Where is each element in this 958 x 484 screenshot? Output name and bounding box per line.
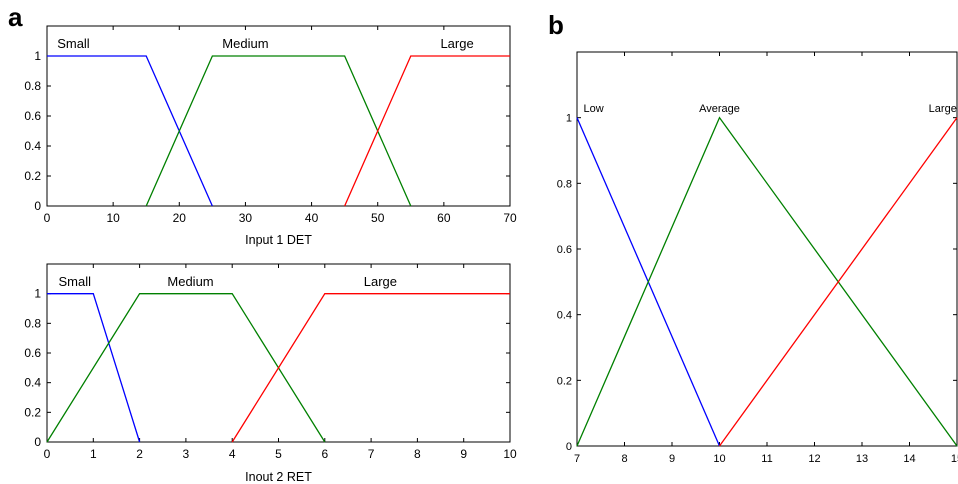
y-tick-label: 1 [566, 113, 572, 125]
series-label-small: Small [59, 274, 92, 289]
series-line-small [47, 55, 213, 207]
series-label-low: Low [584, 103, 604, 115]
y-tick-label: 0.4 [557, 310, 572, 322]
x-tick-label: 4 [229, 447, 236, 461]
series-label-large: Large [440, 36, 473, 51]
series-line-average [576, 116, 958, 447]
y-tick-label: 0.6 [24, 109, 41, 123]
x-tick-label: 50 [371, 211, 385, 225]
x-tick-label: 1 [90, 447, 97, 461]
y-tick-label: 0.8 [24, 79, 41, 93]
x-tick-label: 14 [903, 453, 915, 465]
x-axis-label: Input 1 DET [245, 233, 312, 247]
x-tick-label: 70 [503, 211, 517, 225]
x-tick-label: 7 [368, 447, 375, 461]
x-tick-label: 10 [106, 211, 120, 225]
x-tick-label: 15 [951, 453, 958, 465]
series-label-small: Small [57, 36, 90, 51]
x-tick-label: 3 [183, 447, 190, 461]
series-line-large [718, 117, 958, 447]
x-tick-label: 12 [808, 453, 820, 465]
x-tick-label: 20 [173, 211, 187, 225]
y-tick-label: 0.4 [24, 376, 41, 390]
x-tick-label: 13 [856, 453, 868, 465]
series-label-medium: Medium [167, 274, 213, 289]
chart-input1-det: 0 10 20 30 40 50 60 70 0 0.2 0.4 0.6 0.8 1 Input 1 DET… [24, 25, 517, 247]
series-line-large [231, 293, 510, 443]
y-tick-label: 1 [34, 287, 41, 301]
series-label-large: Large [364, 274, 397, 289]
y-tick-label: 0.2 [24, 405, 41, 419]
x-tick-label: 30 [239, 211, 253, 225]
x-tick-label: 10 [713, 453, 725, 465]
x-tick-label: 0 [44, 211, 51, 225]
series-line-large [344, 55, 510, 207]
x-tick-label: 9 [460, 447, 467, 461]
x-tick-label: 6 [321, 447, 328, 461]
x-tick-label: 40 [305, 211, 319, 225]
series-label-large: Large [929, 103, 957, 115]
y-tick-label: 0 [34, 199, 41, 213]
y-tick-label: 0.8 [24, 316, 41, 330]
y-tick-label: 0.4 [24, 139, 41, 153]
x-tick-label: 7 [574, 453, 580, 465]
y-tick-label: 0.6 [24, 346, 41, 360]
y-tick-label: 0 [34, 435, 41, 449]
panel-letter-a: a [8, 2, 23, 32]
x-axis-label: Inout 2 RET [245, 470, 312, 484]
panel-letter-b: b [548, 10, 564, 40]
x-tick-label: 8 [414, 447, 421, 461]
x-tick-label: 11 [761, 453, 772, 465]
series-line-small [47, 293, 141, 443]
axes-box [46, 25, 511, 207]
series-line-medium [145, 55, 412, 207]
y-tick-label: 0.8 [557, 178, 572, 190]
y-tick-label: 0.2 [24, 169, 41, 183]
x-tick-label: 60 [437, 211, 451, 225]
y-tick-label: 0 [566, 441, 572, 453]
x-tick-label: 0 [44, 447, 51, 461]
y-tick-label: 0.6 [557, 244, 572, 256]
chart-input2-ret: 0 1 2 3 4 5 6 7 8 9 10 0 0.2 0.4 0.6 0.8 1 Inout 2 RET Sma… [24, 263, 517, 484]
axes-box [46, 263, 511, 443]
x-tick-label: 8 [621, 453, 627, 465]
series-label-medium: Medium [222, 36, 268, 51]
series-label-average: Average [699, 103, 740, 115]
x-tick-label: 5 [275, 447, 282, 461]
x-tick-label: 10 [503, 447, 517, 461]
y-tick-label: 1 [34, 49, 41, 63]
x-tick-label: 2 [136, 447, 143, 461]
x-tick-label: 9 [669, 453, 675, 465]
y-tick-label: 0.2 [557, 375, 572, 387]
series-line-medium [46, 293, 326, 443]
chart-output: 7 8 9 10 11 12 13 14 15 0 0.2 0.4 0.6 0.8 1 Low Average L… [557, 51, 958, 465]
